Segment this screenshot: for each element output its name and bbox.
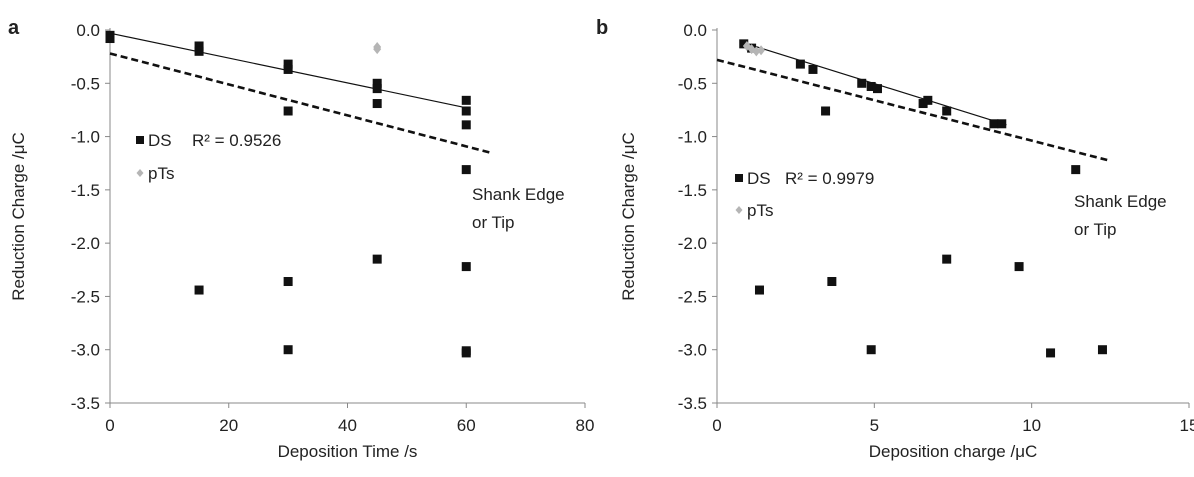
y-tick-label: -1.0 <box>71 128 100 147</box>
data-point-ds <box>808 64 818 74</box>
data-point-ds <box>1071 165 1081 175</box>
region-label-line1: Shank Edge <box>472 185 565 204</box>
y-tick-label: -3.0 <box>71 341 100 360</box>
y-tick-label: -1.0 <box>678 128 707 147</box>
data-point-pts <box>373 44 382 55</box>
data-point-outlier <box>283 345 293 355</box>
y-tick-label: -2.5 <box>71 287 100 306</box>
data-point-ds <box>461 165 471 175</box>
legend-marker-pts <box>735 206 743 214</box>
y-tick-label: -1.5 <box>71 181 100 200</box>
data-point-pts <box>757 45 766 56</box>
legend-label-pts: pTs <box>148 164 174 183</box>
legend-marker-pts <box>136 169 144 177</box>
legend-label-ds: DS <box>148 131 172 150</box>
x-tick-label: 40 <box>338 416 357 435</box>
x-axis-title: Deposition charge /μC <box>869 442 1038 461</box>
data-point-ds <box>795 59 805 69</box>
x-axis-title: Deposition Time /s <box>278 442 418 461</box>
data-point-outlier <box>827 277 837 287</box>
y-tick-label: -2.5 <box>678 287 707 306</box>
data-point-ds <box>461 120 471 130</box>
y-axis-title: Reduction Charge /μC <box>9 132 28 301</box>
data-point-outlier <box>1046 348 1056 358</box>
x-tick-label: 80 <box>576 416 595 435</box>
legend-label-ds: DS <box>747 169 771 188</box>
data-point-ds <box>872 84 882 94</box>
r-squared-label: R² = 0.9526 <box>192 131 281 150</box>
y-tick-label: -2.0 <box>678 234 707 253</box>
y-tick-label: 0.0 <box>683 21 707 40</box>
data-point-outlier <box>754 285 764 295</box>
data-point-outlier <box>866 345 876 355</box>
y-tick-label: -3.5 <box>71 394 100 413</box>
data-point-ds <box>194 41 204 51</box>
x-tick-label: 10 <box>1022 416 1041 435</box>
r-squared-label: R² = 0.9979 <box>785 169 874 188</box>
data-point-outlier <box>283 277 293 287</box>
panel-b: b 0.0 -0.5 -1.0 -1.5 -2.0 -2.5 -3.0 -3.5 0 5 10 15 De… <box>596 17 1194 461</box>
region-label-line2: or Tip <box>472 213 515 232</box>
data-point-outlier <box>461 262 471 272</box>
data-point-ds <box>283 59 293 69</box>
y-tick-label: -1.5 <box>678 181 707 200</box>
data-point-outlier <box>461 348 471 358</box>
x-tick-label: 15 <box>1180 416 1194 435</box>
data-point-ds <box>989 119 999 129</box>
data-point-ds <box>461 106 471 116</box>
data-point-outlier <box>194 285 204 295</box>
data-point-ds <box>461 95 471 105</box>
y-tick-label: -0.5 <box>71 74 100 93</box>
data-point-ds <box>857 78 867 88</box>
data-point-outlier <box>1097 345 1107 355</box>
data-point-ds <box>918 99 928 109</box>
x-tick-label: 0 <box>105 416 114 435</box>
x-tick-label: 5 <box>870 416 879 435</box>
y-tick-label: -0.5 <box>678 74 707 93</box>
region-label-line2: or Tip <box>1074 220 1117 239</box>
data-point-ds <box>942 106 952 116</box>
x-tick-label: 60 <box>457 416 476 435</box>
data-point-ds <box>105 34 115 44</box>
legend-label-pts: pTs <box>747 201 773 220</box>
y-tick-label: -3.5 <box>678 394 707 413</box>
panel-a: a 0.0 -0.5 -1.0 -1.5 -2.0 -2.5 -3.0 -3.5 0 20 40 60 8… <box>8 17 594 461</box>
data-point-ds <box>739 39 749 49</box>
data-point-ds <box>866 81 876 91</box>
y-tick-label: 0.0 <box>76 21 100 40</box>
data-point-ds <box>372 84 382 94</box>
x-tick-label: 0 <box>712 416 721 435</box>
data-point-outlier <box>372 254 382 264</box>
panel-label: b <box>596 17 608 39</box>
region-label-line1: Shank Edge <box>1074 192 1167 211</box>
data-point-ds <box>283 64 293 74</box>
data-point-outlier <box>942 254 952 264</box>
data-point-outlier <box>1014 262 1024 272</box>
data-point-ds <box>923 95 933 105</box>
y-axis-title: Reduction Charge /μC <box>619 132 638 301</box>
y-tick-label: -2.0 <box>71 234 100 253</box>
data-point-ds <box>372 78 382 88</box>
data-point-ds <box>283 106 293 116</box>
data-point-ds <box>821 106 831 116</box>
data-point-ds <box>194 46 204 56</box>
dashed-trendline <box>716 58 1108 162</box>
data-point-ds <box>997 119 1007 129</box>
legend-marker-ds <box>735 174 743 182</box>
data-point-ds <box>372 99 382 109</box>
x-tick-label: 20 <box>219 416 238 435</box>
panel-label: a <box>8 17 20 39</box>
legend-marker-ds <box>136 136 144 144</box>
y-tick-label: -3.0 <box>678 341 707 360</box>
